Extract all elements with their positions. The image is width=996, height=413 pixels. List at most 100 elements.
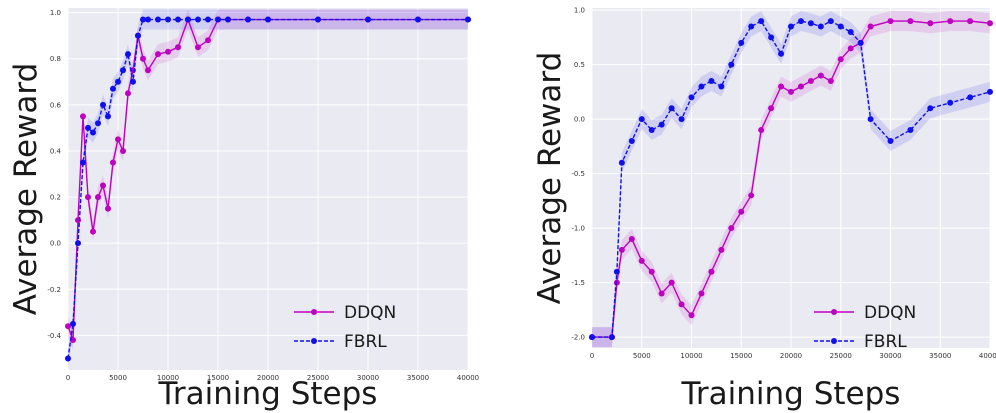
y-tick-label: -0.5 [571, 170, 585, 178]
x-axis-title: Training Steps [158, 376, 378, 412]
data-point [758, 18, 765, 25]
data-point [817, 23, 824, 30]
data-point [827, 18, 834, 25]
data-point [698, 83, 705, 90]
data-point [175, 16, 181, 23]
legend-marker [831, 338, 837, 344]
x-tick-label: 20000 [257, 374, 279, 382]
legend-marker [311, 338, 317, 344]
data-point [708, 78, 715, 85]
data-point [797, 18, 804, 25]
data-point [927, 20, 934, 27]
data-point [105, 205, 111, 212]
data-point [668, 279, 675, 286]
y-tick-label: 0.6 [50, 101, 62, 109]
data-point [100, 182, 106, 189]
y-tick-label: 0.2 [50, 194, 61, 202]
data-point [70, 320, 76, 327]
data-point [638, 257, 645, 264]
data-point [907, 18, 914, 25]
x-tick-label: 15000 [730, 352, 752, 360]
data-point [678, 116, 685, 123]
data-point [608, 334, 615, 341]
data-point [95, 194, 101, 201]
data-point [867, 23, 874, 30]
legend-marker [831, 309, 837, 315]
data-point [205, 37, 211, 44]
x-tick-label: 40000 [457, 374, 479, 382]
data-point [110, 159, 116, 166]
y-tick-label: 0.5 [574, 61, 585, 69]
data-point [788, 23, 794, 30]
data-point [967, 18, 974, 25]
data-point [788, 88, 794, 95]
data-point [155, 16, 161, 23]
data-point [165, 16, 171, 23]
data-point [185, 16, 191, 23]
data-point [907, 127, 914, 134]
data-point [245, 16, 251, 23]
x-tick-label: 25000 [307, 374, 329, 382]
legend-label: FBRL [344, 332, 387, 352]
data-point [80, 113, 86, 120]
data-point [987, 20, 993, 27]
data-point [465, 16, 471, 23]
data-point [768, 105, 775, 112]
x-tick-label: 10000 [680, 352, 702, 360]
data-point [618, 246, 625, 253]
data-point [807, 20, 814, 27]
data-point [589, 334, 595, 341]
data-point [125, 51, 131, 58]
data-point [797, 83, 804, 90]
legend-label: DDQN [864, 303, 916, 323]
data-point [165, 48, 171, 55]
legend: DDQN FBRL [294, 303, 396, 352]
data-point [90, 228, 96, 235]
x-tick-label: 15000 [207, 374, 229, 382]
data-point [155, 51, 161, 58]
data-point [205, 16, 211, 23]
data-point [947, 99, 954, 106]
x-tick-label: 0 [590, 352, 594, 360]
x-tick-label: 30000 [357, 374, 379, 382]
series-fbrl [65, 9, 471, 369]
data-point [115, 136, 121, 143]
data-point [688, 94, 695, 101]
y-tick-label: -1.0 [571, 225, 585, 233]
data-point [887, 137, 894, 144]
data-point [120, 147, 126, 154]
data-point [65, 355, 71, 362]
data-point [120, 67, 126, 74]
data-point [115, 78, 121, 85]
x-tick-label: 35000 [407, 374, 429, 382]
y-tick-label: -0.2 [47, 286, 61, 294]
data-point [95, 120, 101, 127]
data-point [927, 105, 934, 112]
data-point [125, 90, 131, 97]
data-point [807, 78, 814, 85]
data-point [135, 32, 141, 39]
data-point [967, 94, 974, 101]
data-point [847, 45, 854, 52]
data-point [80, 159, 86, 166]
data-point [195, 44, 201, 51]
data-point [105, 113, 111, 120]
x-tick-label: 20000 [780, 352, 802, 360]
y-tick-label: -2.0 [571, 334, 585, 342]
data-point [778, 83, 785, 90]
data-point [75, 240, 81, 247]
data-point [628, 137, 635, 144]
data-point [145, 16, 151, 23]
data-point [315, 16, 321, 23]
x-tick-label: 30000 [879, 352, 901, 360]
data-point [738, 39, 745, 46]
data-point [415, 16, 421, 23]
data-point [638, 116, 645, 123]
data-point [613, 268, 620, 275]
data-point [215, 16, 221, 23]
data-point [658, 290, 665, 297]
x-tick-label: 35000 [929, 352, 951, 360]
data-point [365, 16, 371, 23]
y-axis-title: Average Reward [532, 52, 568, 305]
